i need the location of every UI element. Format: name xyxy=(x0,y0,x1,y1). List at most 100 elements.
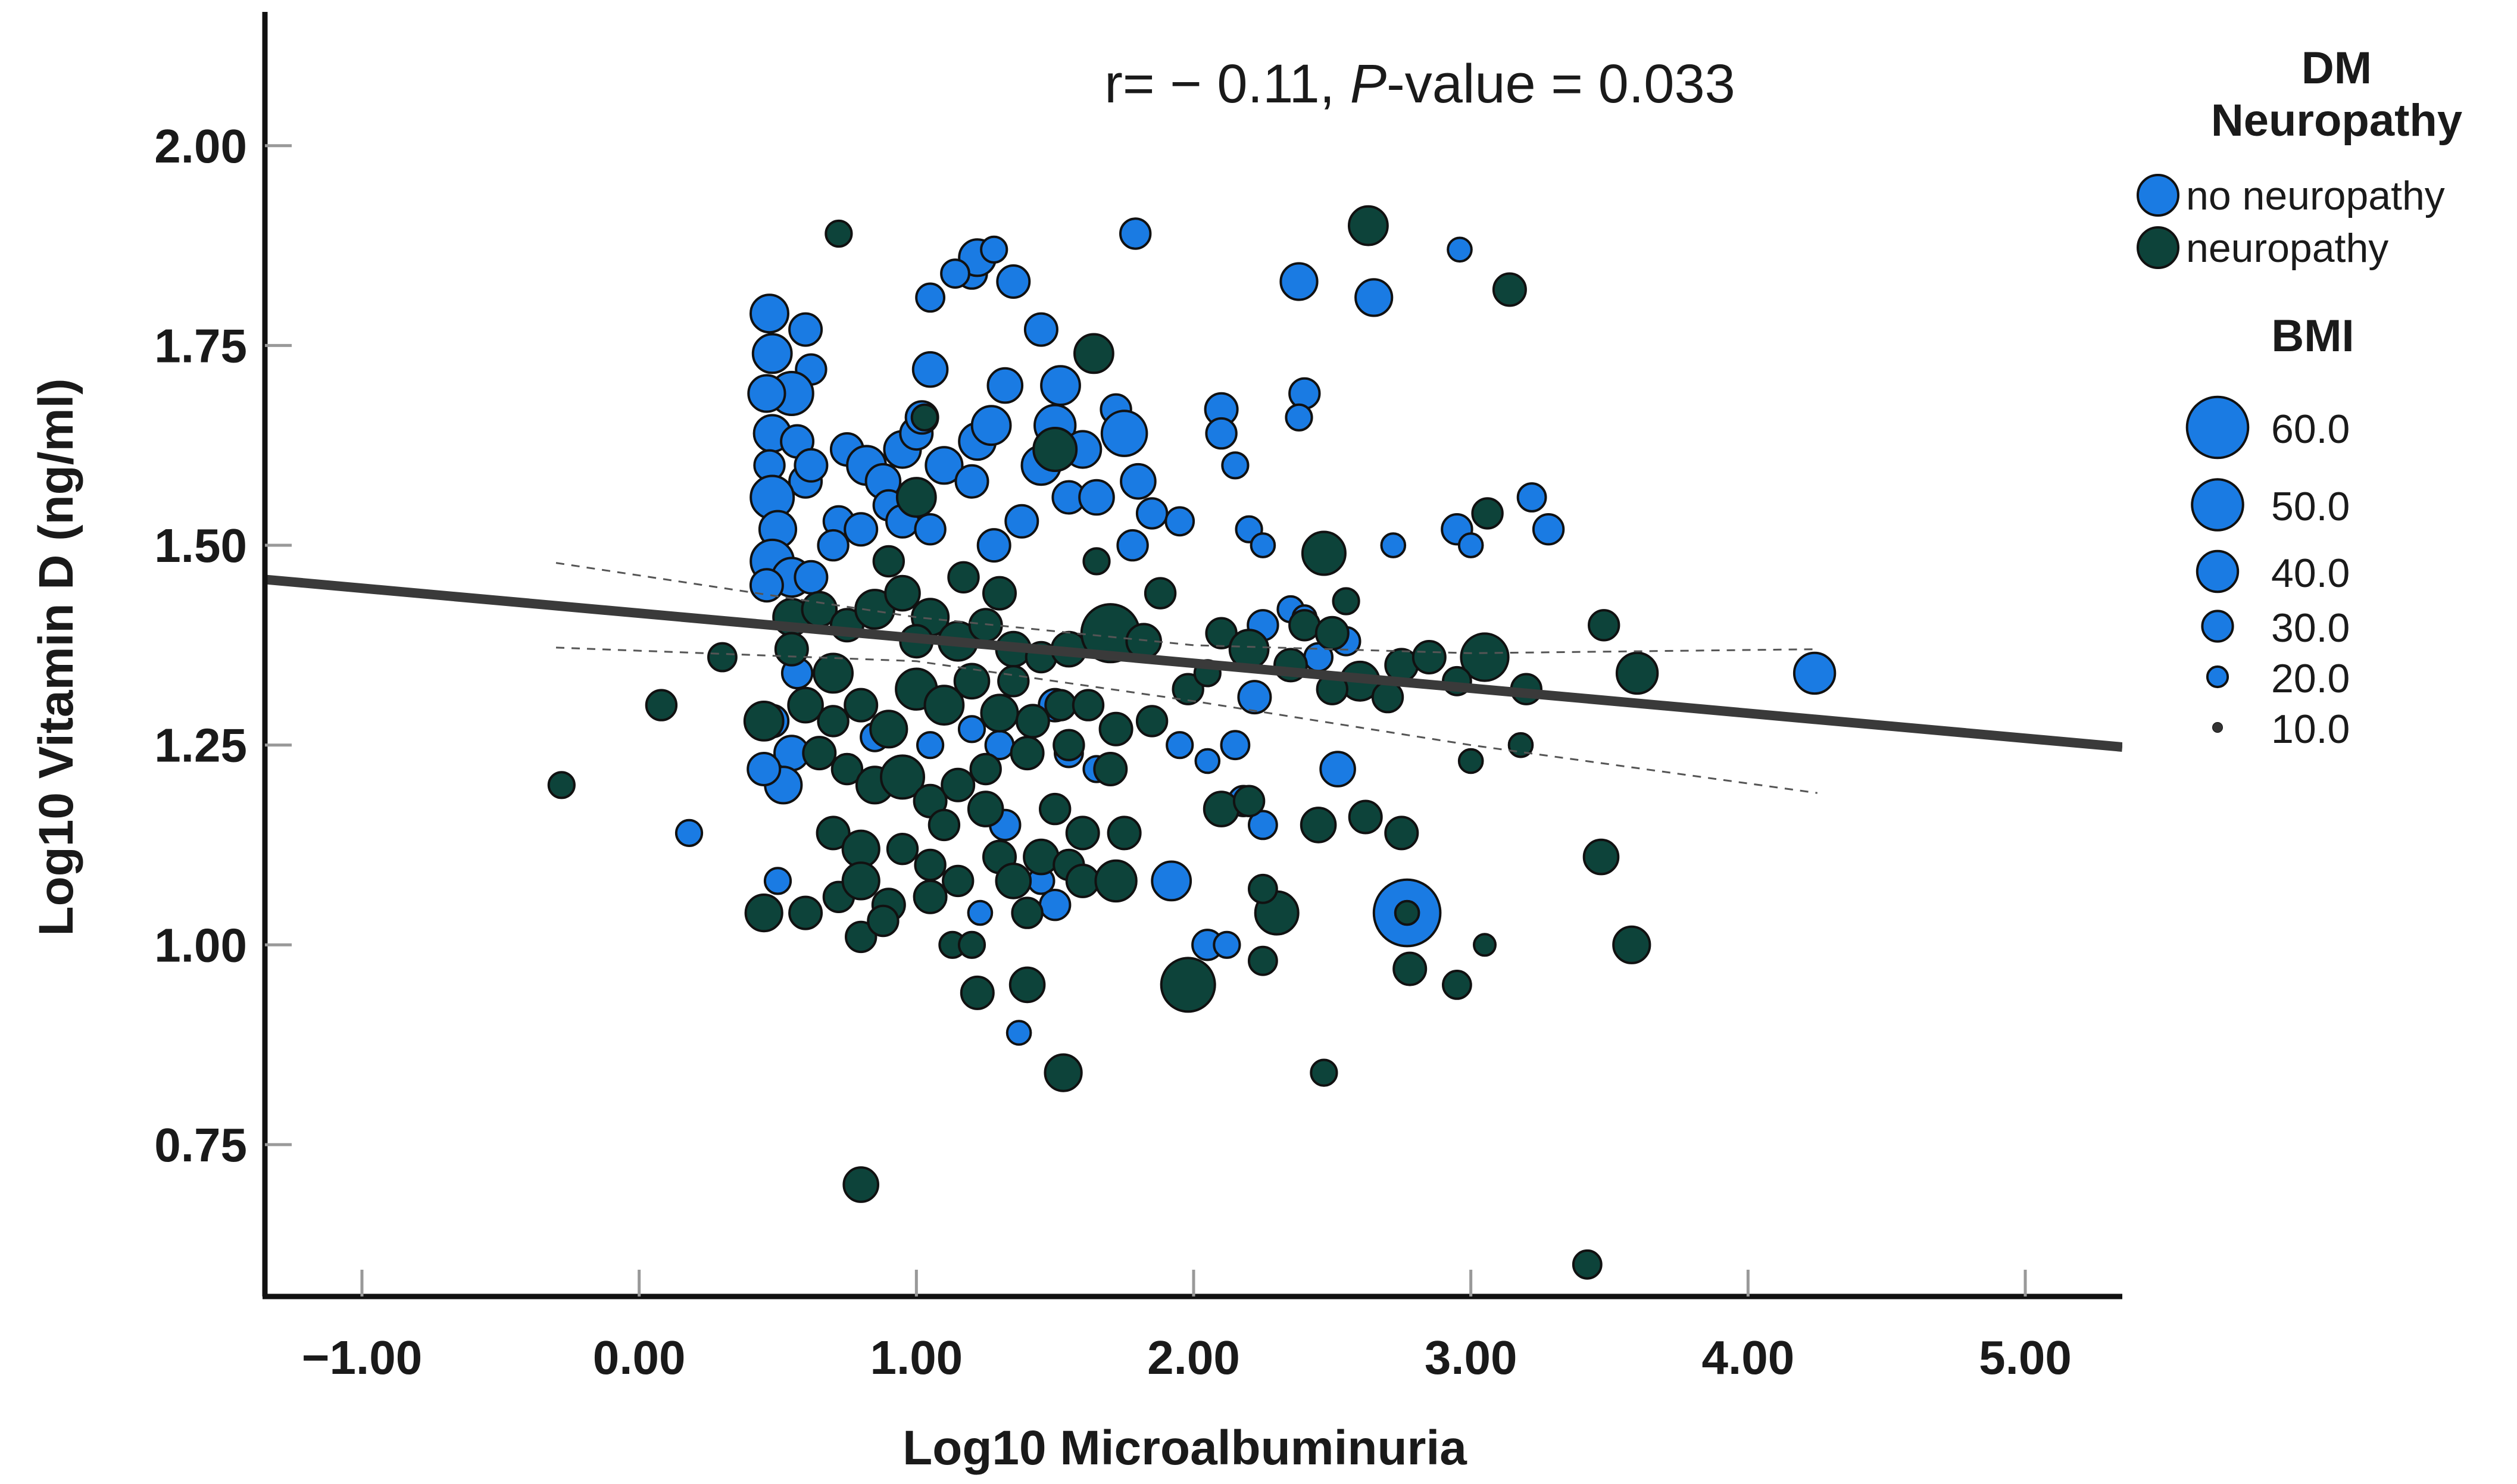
point-neuropathy xyxy=(1098,711,1133,746)
point-neuropathy xyxy=(744,893,783,933)
point-neuropathy xyxy=(969,752,1002,786)
point-no-neuropathy xyxy=(1380,532,1407,558)
point-neuropathy xyxy=(1248,945,1278,976)
legend: DM Neuropathy no neuropathy neuropathy BM… xyxy=(2137,43,2462,752)
point-neuropathy xyxy=(1371,680,1404,714)
point-no-neuropathy xyxy=(1194,748,1221,774)
point-neuropathy xyxy=(953,663,991,700)
point-neuropathy xyxy=(960,975,995,1010)
point-no-neuropathy xyxy=(1457,532,1484,558)
point-no-neuropathy xyxy=(1004,504,1039,539)
point-no-neuropathy xyxy=(674,818,704,848)
legend-group-title-line2: Neuropathy xyxy=(2211,95,2462,146)
x-tick-label: 2.00 xyxy=(1147,1331,1240,1384)
legend-size-title: BMI xyxy=(2271,311,2354,361)
point-neuropathy xyxy=(825,219,853,248)
point-neuropathy xyxy=(1073,333,1114,374)
point-no-neuropathy xyxy=(844,512,879,547)
point-neuropathy xyxy=(1044,1053,1083,1092)
point-no-neuropathy xyxy=(914,513,947,546)
point-neuropathy xyxy=(1248,873,1278,904)
point-no-neuropathy xyxy=(1078,479,1115,516)
point-neuropathy xyxy=(817,705,850,738)
point-neuropathy xyxy=(788,895,823,930)
point-no-neuropathy xyxy=(1116,529,1149,562)
point-neuropathy xyxy=(1301,530,1347,576)
point-no-neuropathy xyxy=(1237,680,1272,715)
legend-marker xyxy=(2137,226,2179,269)
point-neuropathy xyxy=(1582,838,1620,876)
point-neuropathy xyxy=(1044,689,1077,721)
ci-upper-line xyxy=(555,562,1818,654)
point-no-neuropathy xyxy=(1279,262,1319,301)
point-neuropathy xyxy=(743,701,785,742)
point-neuropathy xyxy=(1442,970,1472,1000)
point-neuropathy xyxy=(1300,807,1337,843)
point-neuropathy xyxy=(1065,863,1100,898)
point-neuropathy xyxy=(841,861,880,901)
point-neuropathy xyxy=(844,688,879,723)
point-no-neuropathy xyxy=(1023,312,1058,347)
point-neuropathy xyxy=(967,791,1004,827)
point-no-neuropathy xyxy=(1792,651,1837,695)
point-neuropathy xyxy=(1072,689,1105,721)
legend-group-title-line1: DM xyxy=(2301,43,2372,93)
point-no-neuropathy xyxy=(1447,236,1473,263)
point-no-neuropathy xyxy=(1151,860,1192,902)
point-no-neuropathy xyxy=(996,264,1031,299)
point-no-neuropathy xyxy=(794,560,829,595)
y-tick-label: 1.50 xyxy=(154,519,247,572)
point-no-neuropathy xyxy=(940,258,970,289)
point-no-neuropathy xyxy=(794,448,829,483)
point-no-neuropathy xyxy=(1100,410,1148,457)
point-neuropathy xyxy=(1082,547,1111,576)
point-no-neuropathy xyxy=(967,899,994,926)
point-neuropathy xyxy=(1288,609,1321,642)
point-neuropathy xyxy=(1232,785,1266,817)
point-neuropathy xyxy=(1460,632,1510,682)
point-neuropathy xyxy=(867,904,900,938)
point-no-neuropathy xyxy=(925,446,964,485)
point-neuropathy xyxy=(1172,673,1204,705)
point-no-neuropathy xyxy=(957,715,986,743)
point-neuropathy xyxy=(957,930,986,959)
y-tick-label: 2.00 xyxy=(154,120,247,173)
point-no-neuropathy xyxy=(1532,513,1565,546)
point-neuropathy xyxy=(845,920,877,954)
x-tick-label: 3.00 xyxy=(1425,1331,1517,1384)
point-no-neuropathy xyxy=(1221,451,1250,480)
legend-size-marker xyxy=(2212,722,2223,733)
legend-label: neuropathy xyxy=(2186,226,2388,271)
legend-label: no neuropathy xyxy=(2186,173,2445,218)
point-neuropathy xyxy=(1612,925,1651,964)
point-neuropathy xyxy=(1010,736,1045,771)
point-neuropathy xyxy=(707,642,738,673)
point-neuropathy xyxy=(895,477,937,518)
point-no-neuropathy xyxy=(1005,1020,1032,1046)
y-tick-label: 1.25 xyxy=(154,719,247,772)
point-neuropathy xyxy=(886,833,919,866)
point-neuropathy xyxy=(1008,966,1046,1004)
point-neuropathy xyxy=(787,686,824,724)
point-neuropathy xyxy=(1411,640,1447,674)
point-neuropathy xyxy=(1310,1058,1338,1087)
point-neuropathy xyxy=(1144,577,1177,610)
legend-size-marker xyxy=(2185,395,2250,460)
point-no-neuropathy xyxy=(817,529,850,562)
point-no-neuropathy xyxy=(1164,506,1195,537)
point-no-neuropathy xyxy=(1135,497,1169,530)
point-neuropathy xyxy=(1039,792,1072,826)
point-neuropathy xyxy=(1588,609,1620,642)
legend-marker xyxy=(2137,174,2179,217)
point-neuropathy xyxy=(1473,933,1497,957)
point-no-neuropathy xyxy=(980,235,1008,264)
correlation-annotation: r= − 0.11, P-value = 0.033 xyxy=(1104,54,1735,114)
point-neuropathy xyxy=(1572,1249,1603,1280)
point-no-neuropathy xyxy=(1250,532,1276,558)
point-neuropathy xyxy=(1011,896,1044,929)
annotation-suffix: -value = 0.033 xyxy=(1386,54,1735,114)
point-neuropathy xyxy=(1615,651,1659,695)
point-no-neuropathy xyxy=(986,367,1024,404)
